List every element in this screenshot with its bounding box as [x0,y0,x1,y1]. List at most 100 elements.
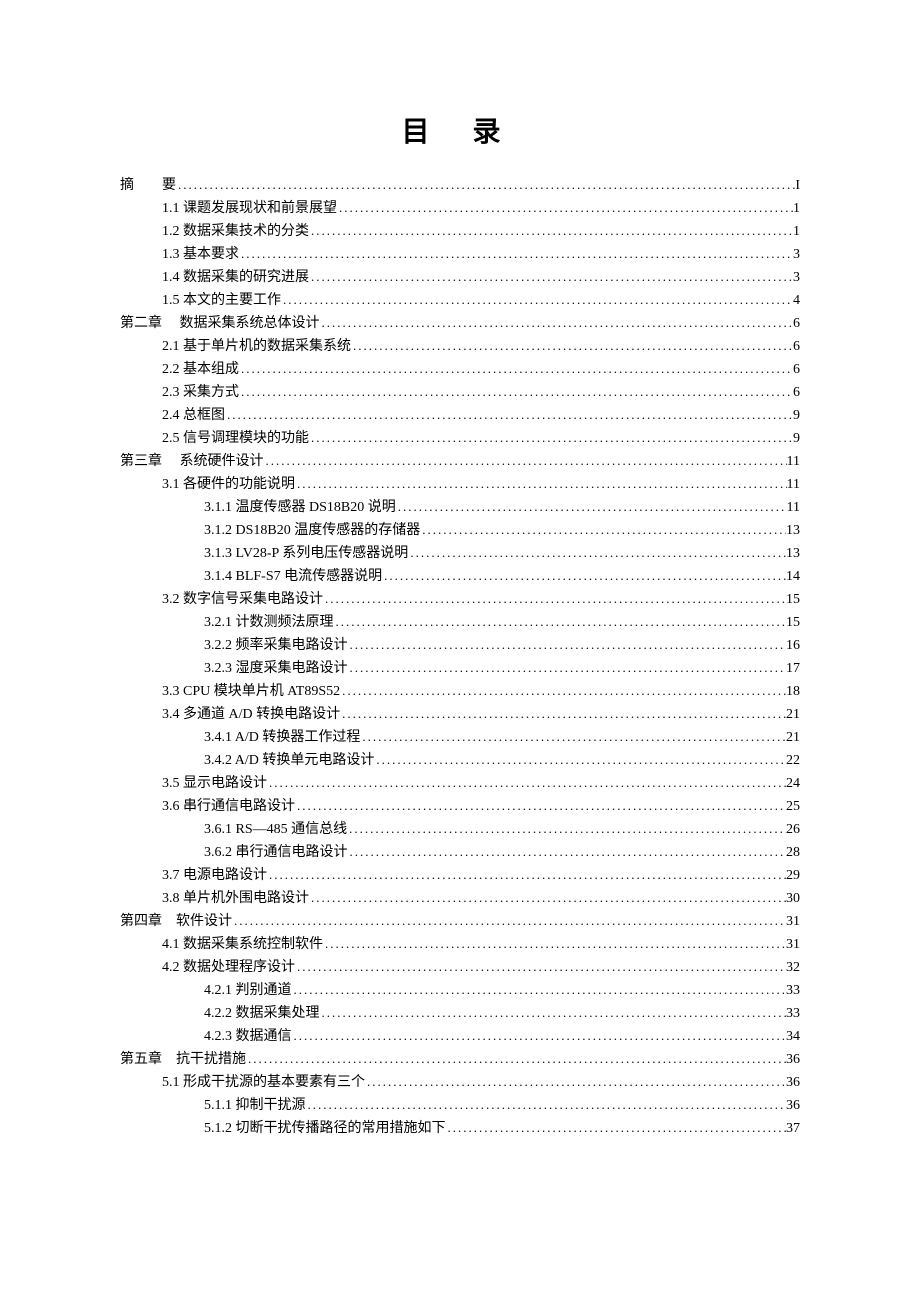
toc-entry-page: 21 [786,731,800,745]
toc-entry-page: 22 [786,754,800,768]
toc-entry-label: 4.2 数据处理程序设计 [162,961,295,975]
toc-entry-page: 1 [793,202,800,216]
toc-entry-page: 21 [786,708,800,722]
toc-leader-dots [295,960,786,973]
toc-entry: 3.5 显示电路设计24 [120,776,800,791]
toc-leader-dots [374,753,786,766]
toc-entry-page: I [795,179,800,193]
toc-entry-label: 2.4 总框图 [162,409,225,423]
toc-leader-dots [292,983,787,996]
toc-entry: 1.3 基本要求 3 [120,247,800,262]
toc-entry-label: 3.1.3 LV28-P 系列电压传感器说明 [204,547,408,561]
toc-entry: 第五章 抗干扰措施36 [120,1052,800,1067]
toc-entry-label: 2.5 信号调理模块的功能 [162,432,309,446]
toc-entry: 1.4 数据采集的研究进展 3 [120,270,800,285]
toc-entry-label: 1.2 数据采集技术的分类 [162,225,309,239]
toc-leader-dots [420,523,786,536]
toc-leader-dots [340,684,786,697]
toc-entry: 3.7 电源电路设计29 [120,868,800,883]
toc-entry: 3.6 串行通信电路设计25 [120,799,800,814]
toc-entry: 4.2.2 数据采集处理 33 [120,1006,800,1021]
toc-entry-page: 6 [793,340,800,354]
toc-entry: 2.3 采集方式6 [120,385,800,400]
toc-entry-page: 17 [786,662,800,676]
toc-title: 目 录 [120,110,800,150]
toc-entry: 3.6.1 RS—485 通信总线26 [120,822,800,837]
toc-entry: 摘 要I [120,178,800,193]
toc-leader-dots [176,178,795,191]
toc-leader-dots [239,362,793,375]
toc-entry-page: 3 [793,271,800,285]
toc-entry: 3.4.1 A/D 转换器工作过程 21 [120,730,800,745]
toc-entry-label: 5.1.2 切断干扰传播路径的常用措施如下 [204,1122,446,1136]
toc-entry: 4.2 数据处理程序设计32 [120,960,800,975]
toc-leader-dots [348,845,787,858]
toc-entry-page: 6 [793,363,800,377]
toc-entry-page: 13 [786,547,800,561]
toc-entry-label: 5.1 形成干扰源的基本要素有三个 [162,1076,365,1090]
toc-leader-dots [323,937,786,950]
toc-entry: 1.1 课题发展现状和前景展望1 [120,201,800,216]
toc-leader-dots [351,339,793,352]
toc-entry-label: 3.4.2 A/D 转换单元电路设计 [204,754,374,768]
toc-entry: 2.2 基本组成6 [120,362,800,377]
toc-entry-page: 28 [786,846,800,860]
toc-leader-dots [337,201,793,214]
toc-leader-dots [340,707,786,720]
toc-entry-label: 1.3 基本要求 [162,248,239,262]
toc-entry-page: 3 [793,248,800,262]
toc-leader-dots [348,661,787,674]
toc-leader-dots [309,270,793,283]
toc-entry: 1.5 本文的主要工作 4 [120,293,800,308]
toc-leader-dots [306,1098,787,1111]
toc-entry-label: 3.1.1 温度传感器 DS18B20 说明 [204,501,396,515]
toc-leader-dots [348,638,787,651]
toc-entry-page: 36 [786,1099,800,1113]
toc-entry-label: 1.5 本文的主要工作 [162,294,281,308]
toc-leader-dots [246,1052,786,1065]
toc-entry: 3.6.2 串行通信电路设计28 [120,845,800,860]
toc-entry-page: 13 [786,524,800,538]
toc-entry-page: 24 [786,777,800,791]
toc-leader-dots [360,730,786,743]
toc-entry-label: 摘 要 [120,179,176,193]
toc-leader-dots [309,891,786,904]
toc-entry-label: 4.2.1 判别通道 [204,984,292,998]
toc-entry-page: 16 [786,639,800,653]
toc-entry-label: 3.1.2 DS18B20 温度传感器的存储器 [204,524,420,538]
toc-entry-label: 3.4 多通道 A/D 转换电路设计 [162,708,340,722]
toc-entry-label: 3.2.3 湿度采集电路设计 [204,662,348,676]
toc-entry: 4.1 数据采集系统控制软件31 [120,937,800,952]
toc-entry: 3.2.2 频率采集电路设计 16 [120,638,800,653]
toc-entry: 5.1.2 切断干扰传播路径的常用措施如下37 [120,1121,800,1136]
toc-entry-label: 4.1 数据采集系统控制软件 [162,938,323,952]
toc-entry-label: 3.8 单片机外围电路设计 [162,892,309,906]
toc-entry: 3.2 数字信号采集电路设计15 [120,592,800,607]
toc-entry-page: 14 [786,570,800,584]
toc-entry-page: 4 [793,294,800,308]
toc-entry-label: 4.2.2 数据采集处理 [204,1007,320,1021]
toc-entry-label: 3.2.2 频率采集电路设计 [204,639,348,653]
toc-entry-label: 第二章 数据采集系统总体设计 [120,317,320,331]
toc-entry-page: 29 [786,869,800,883]
toc-entry-label: 1.4 数据采集的研究进展 [162,271,309,285]
toc-entry-label: 3.2.1 计数测频法原理 [204,616,334,630]
toc-entry-label: 2.3 采集方式 [162,386,239,400]
toc-entry: 3.2.3 湿度采集电路设计 17 [120,661,800,676]
toc-entry-label: 3.4.1 A/D 转换器工作过程 [204,731,360,745]
toc-entry-label: 2.1 基于单片机的数据采集系统 [162,340,351,354]
toc-leader-dots [408,546,786,559]
toc-entry: 第二章 数据采集系统总体设计 6 [120,316,800,331]
toc-entry-label: 3.1 各硬件的功能说明 [162,478,295,492]
toc-leader-dots [320,1006,787,1019]
toc-entry-label: 3.6.1 RS—485 通信总线 [204,823,347,837]
toc-leader-dots [347,822,786,835]
toc-leader-dots [281,293,793,306]
toc-leader-dots [295,799,786,812]
toc-leader-dots [334,615,787,628]
toc-entry-page: 6 [793,317,800,331]
toc-entry-label: 3.3 CPU 模块单片机 AT89S52 [162,685,340,699]
toc-entry: 2.5 信号调理模块的功能9 [120,431,800,446]
toc-entry-page: 33 [786,1007,800,1021]
toc-entry-page: 31 [786,915,800,929]
